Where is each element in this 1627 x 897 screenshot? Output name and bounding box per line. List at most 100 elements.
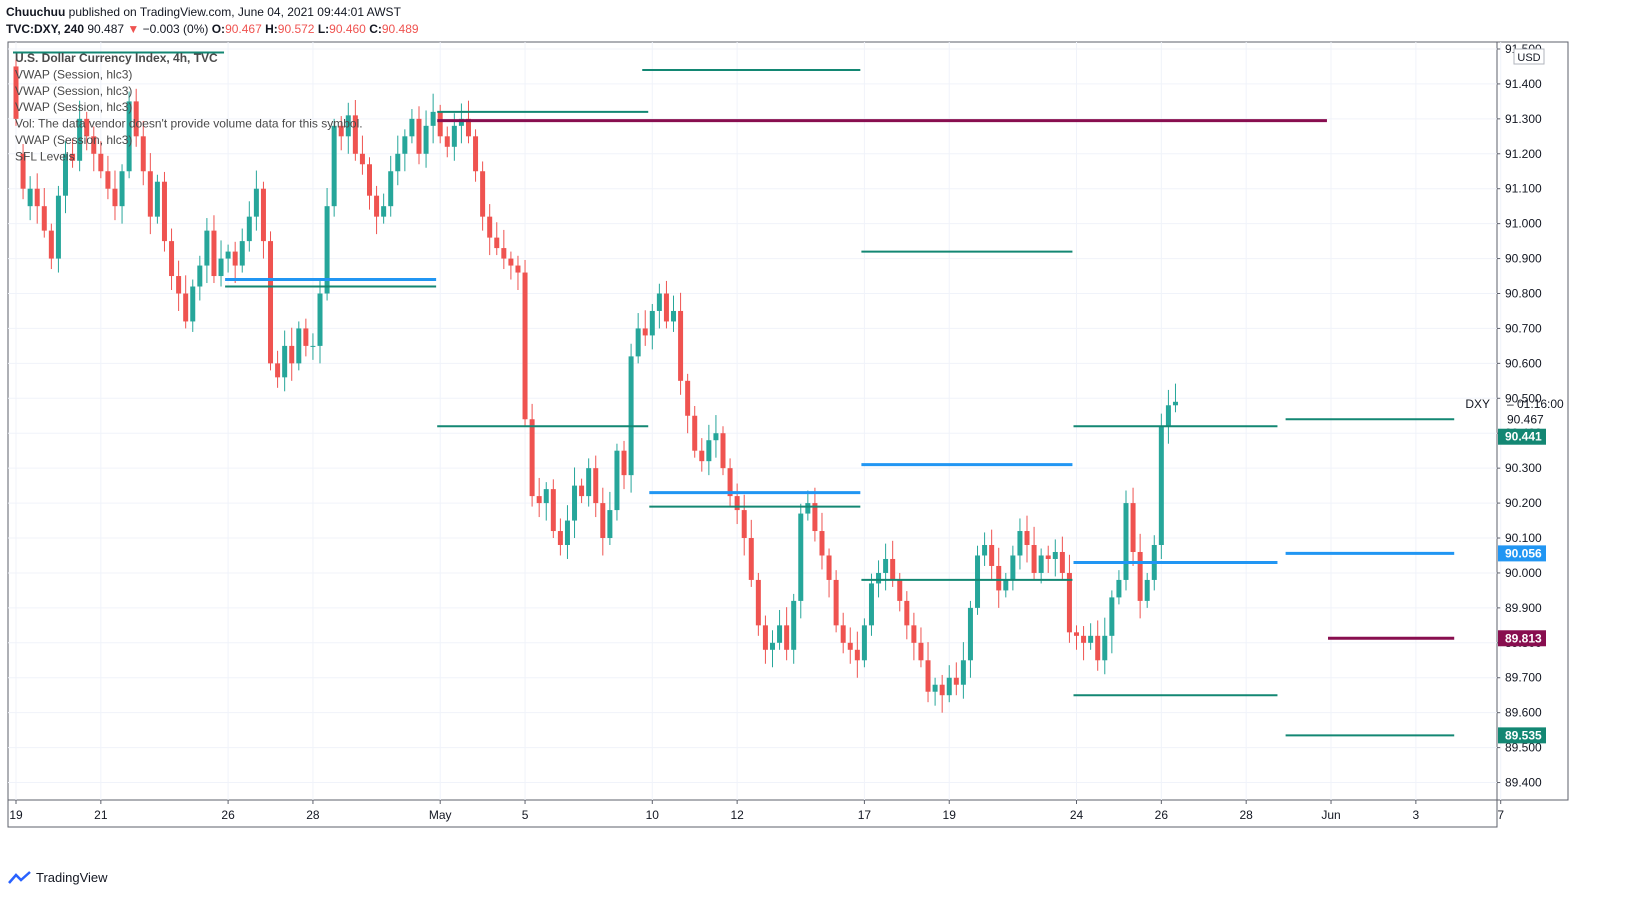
candle bbox=[105, 155, 111, 200]
candle-body bbox=[1017, 531, 1023, 556]
candle-body bbox=[1109, 597, 1115, 636]
candle bbox=[20, 143, 26, 200]
candle bbox=[296, 321, 302, 371]
price-tag bbox=[1498, 727, 1546, 744]
candle bbox=[635, 313, 641, 364]
candle-body bbox=[232, 251, 238, 266]
candle bbox=[1059, 536, 1065, 580]
candle-body bbox=[473, 136, 479, 172]
candle-body bbox=[960, 660, 966, 685]
candle bbox=[967, 600, 973, 678]
y-tick-label: 90.500 bbox=[1505, 391, 1542, 405]
candle bbox=[1010, 545, 1016, 591]
close-value: 90.489 bbox=[381, 22, 419, 36]
candle-body bbox=[692, 415, 698, 451]
candle-body bbox=[260, 188, 266, 242]
down-arrow-icon: ▼ bbox=[127, 22, 140, 36]
y-tick-label: 89.600 bbox=[1505, 706, 1542, 720]
candle-body bbox=[140, 136, 146, 172]
candle-body bbox=[939, 684, 945, 696]
candle bbox=[381, 193, 387, 224]
candle bbox=[197, 255, 203, 301]
candle-body bbox=[444, 136, 450, 147]
candle-body bbox=[1144, 579, 1150, 601]
candle-body bbox=[275, 363, 281, 378]
legend-item: Vol: The data vendor doesn't provide vol… bbox=[15, 117, 363, 131]
candle bbox=[805, 490, 811, 521]
candle bbox=[77, 100, 83, 172]
candle bbox=[847, 627, 853, 664]
candle bbox=[508, 251, 514, 280]
price-tag bbox=[1498, 428, 1546, 445]
candle-body bbox=[607, 510, 613, 539]
candle-body bbox=[918, 642, 924, 661]
y-tick-label: 91.000 bbox=[1505, 217, 1542, 231]
candle bbox=[593, 455, 599, 518]
candle bbox=[1130, 487, 1136, 566]
x-tick-label: May bbox=[429, 808, 452, 822]
candle bbox=[260, 181, 266, 259]
candle-body bbox=[854, 649, 860, 661]
candle bbox=[515, 255, 521, 291]
candle-body bbox=[840, 625, 846, 643]
candle-body bbox=[501, 248, 507, 259]
published-text: published on TradingView.com, June 04, 2… bbox=[68, 5, 401, 19]
candle bbox=[678, 292, 684, 395]
candle bbox=[784, 607, 790, 661]
candle bbox=[939, 674, 945, 713]
candle-body bbox=[1059, 551, 1065, 573]
candle-body bbox=[1172, 401, 1178, 406]
candle-body bbox=[515, 265, 521, 273]
candle-body bbox=[1095, 635, 1101, 661]
candle bbox=[876, 560, 882, 598]
candle-body bbox=[119, 171, 125, 207]
price-tag-label: 89.535 bbox=[1505, 728, 1542, 742]
candle bbox=[925, 642, 931, 703]
candle-body bbox=[359, 153, 365, 165]
price-tag bbox=[1498, 630, 1546, 647]
candle bbox=[798, 503, 804, 619]
candle bbox=[529, 403, 535, 507]
candle-body bbox=[183, 293, 189, 322]
candle bbox=[169, 228, 175, 291]
publisher-name[interactable]: Chuuchuu bbox=[6, 5, 66, 19]
candle bbox=[953, 662, 959, 696]
candle bbox=[232, 241, 238, 284]
candle-body bbox=[402, 136, 408, 154]
candle-body bbox=[34, 188, 40, 207]
y-tick-label: 90.100 bbox=[1505, 531, 1542, 545]
candle bbox=[904, 591, 910, 640]
candle-body bbox=[890, 558, 896, 580]
candle-body bbox=[557, 531, 563, 546]
candle-body bbox=[239, 241, 245, 266]
candle-body bbox=[1116, 579, 1122, 598]
candle-body bbox=[91, 136, 97, 154]
candle bbox=[1017, 518, 1023, 570]
candle-body bbox=[133, 101, 139, 137]
candle bbox=[494, 222, 500, 256]
candle-body bbox=[656, 293, 662, 311]
candle bbox=[211, 215, 217, 284]
candle-body bbox=[465, 118, 471, 137]
candle bbox=[480, 161, 486, 231]
candle bbox=[1116, 570, 1122, 605]
candle bbox=[1024, 515, 1030, 563]
x-tick-label: 3 bbox=[1413, 808, 1420, 822]
y-tick-label: 90.900 bbox=[1505, 252, 1542, 266]
candle-body bbox=[897, 579, 903, 601]
candle bbox=[98, 141, 104, 179]
legend-item: VWAP (Session, hlc3) bbox=[15, 67, 132, 81]
tradingview-logo[interactable]: TradingView bbox=[8, 870, 108, 885]
y-tick-label: 89.500 bbox=[1505, 741, 1542, 755]
candle bbox=[487, 204, 493, 256]
candle-body bbox=[989, 545, 995, 566]
candle-body bbox=[437, 111, 443, 137]
open-label: O: bbox=[211, 22, 226, 36]
y-tick-label: 89.400 bbox=[1505, 776, 1542, 790]
y-tick-label: 90.600 bbox=[1505, 356, 1542, 370]
x-tick-label: Jun bbox=[1321, 808, 1340, 822]
x-tick-label: 12 bbox=[730, 808, 744, 822]
candle-body bbox=[628, 356, 634, 476]
x-tick-label: 26 bbox=[1155, 808, 1169, 822]
